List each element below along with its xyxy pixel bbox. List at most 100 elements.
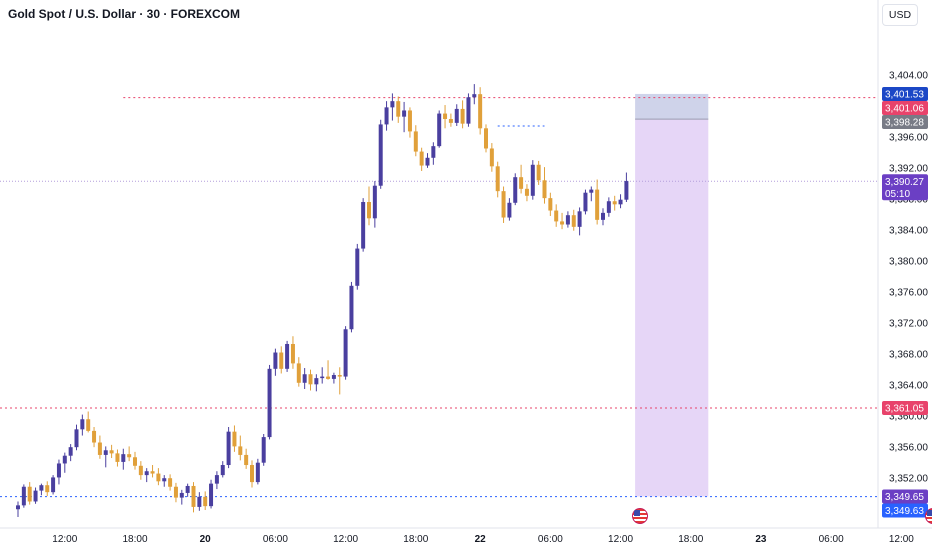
candle-body — [115, 453, 120, 462]
candle-body — [542, 180, 547, 199]
price-tag-label: 3,390.27 — [885, 177, 924, 188]
candle-58 — [355, 243, 360, 290]
candle-91 — [548, 192, 553, 216]
candle-42 — [261, 433, 266, 466]
candle-86 — [519, 164, 524, 194]
candle-body — [308, 374, 313, 385]
candle-79 — [478, 87, 483, 135]
candle-93 — [560, 212, 565, 230]
candle-97 — [583, 189, 588, 215]
candle-32 — [203, 491, 208, 511]
candle-12 — [86, 411, 91, 433]
candle-body — [343, 329, 348, 377]
candle-body — [168, 478, 173, 487]
target-zone — [635, 119, 709, 497]
candle-body — [577, 211, 582, 227]
price-tick-label: 3,376.00 — [889, 288, 928, 299]
grid-layer — [0, 0, 932, 529]
candle-body — [191, 485, 196, 507]
candle-103 — [618, 194, 623, 209]
candle-body — [355, 248, 360, 286]
candle-body — [407, 110, 412, 132]
candle-40 — [250, 460, 254, 488]
candle-body — [314, 378, 319, 385]
price-tick-label: 3,360.00 — [889, 412, 928, 423]
time-tick-label: 18:00 — [403, 534, 428, 545]
price-tag-bg — [882, 489, 928, 504]
price-tag-bg — [882, 174, 928, 201]
candle-39 — [244, 448, 249, 469]
candle-8 — [62, 452, 67, 473]
time-axis[interactable]: 12:00 18:00 20 06:00 12:00 18:00 22 06:00 12:00 1… — [52, 534, 932, 545]
candle-41 — [255, 458, 260, 485]
candle-body — [133, 457, 137, 466]
candle-84 — [507, 198, 512, 221]
candle-body — [425, 157, 430, 166]
candle-46 — [285, 340, 290, 372]
candle-body — [489, 148, 494, 167]
price-tag: 3,401.53 — [882, 86, 928, 101]
candle-body — [595, 189, 600, 220]
candle-body — [589, 189, 594, 193]
candle-88 — [530, 160, 535, 200]
price-tags: 3,401.533,401.063,398.283,390.2705:103,3… — [882, 86, 928, 518]
us-flag-event-icon[interactable] — [632, 508, 649, 524]
candle-82 — [495, 161, 500, 198]
candle-31 — [197, 492, 202, 511]
horizontal-lines — [0, 97, 878, 498]
candle-43 — [267, 364, 272, 440]
candle-20 — [133, 451, 137, 470]
candle-85 — [513, 173, 518, 206]
candle-53 — [326, 360, 331, 380]
price-tag: 3,349.65 — [882, 489, 928, 504]
position-box[interactable] — [635, 93, 709, 497]
candle-body — [80, 419, 85, 430]
candle-36 — [226, 427, 231, 469]
candle-90 — [542, 167, 547, 204]
candle-68 — [413, 125, 418, 157]
price-axis[interactable]: 3,352.00 3,356.00 3,360.00 3,364.00 3,368.00… — [889, 70, 928, 484]
candle-35 — [220, 461, 225, 478]
candle-body — [285, 343, 290, 369]
candle-11 — [80, 414, 85, 436]
time-tick-label: 12:00 — [608, 534, 633, 545]
candle-27 — [173, 482, 178, 503]
price-tick-label: 3,380.00 — [889, 256, 928, 267]
price-tick-label: 3,384.00 — [889, 225, 928, 236]
candle-body — [150, 471, 155, 474]
candle-body — [571, 215, 576, 227]
candle-5 — [45, 481, 50, 497]
candle-57 — [349, 281, 354, 333]
price-tag-label: 3,401.06 — [885, 103, 924, 114]
candle-body — [39, 485, 44, 491]
candle-96 — [577, 207, 582, 236]
candle-55 — [337, 367, 342, 395]
candle-101 — [606, 197, 611, 217]
candle-body — [56, 463, 61, 478]
candle-87 — [524, 184, 529, 202]
flag-canton — [926, 510, 932, 516]
candle-94 — [565, 211, 570, 228]
candle-body — [203, 496, 208, 507]
time-tick-label: 12:00 — [52, 534, 77, 545]
candle-body — [279, 352, 284, 369]
candle-6 — [51, 475, 56, 495]
candle-25 — [162, 475, 167, 487]
candle-body — [606, 201, 611, 213]
candle-body — [267, 368, 272, 438]
candle-45 — [279, 346, 284, 374]
price-tick-label: 3,356.00 — [889, 443, 928, 454]
candle-body — [554, 210, 559, 222]
candle-body — [273, 352, 278, 369]
candle-62 — [378, 119, 383, 189]
candle-19 — [127, 446, 132, 462]
candle-body — [226, 431, 231, 466]
candle-98 — [589, 186, 594, 202]
candle-48 — [296, 357, 301, 387]
time-tick-label: 12:00 — [333, 534, 358, 545]
candle-body — [156, 473, 161, 482]
price-tag-bg — [882, 100, 928, 115]
currency-button[interactable]: USD — [882, 4, 918, 26]
price-tag-label: 3,361.05 — [885, 403, 924, 414]
